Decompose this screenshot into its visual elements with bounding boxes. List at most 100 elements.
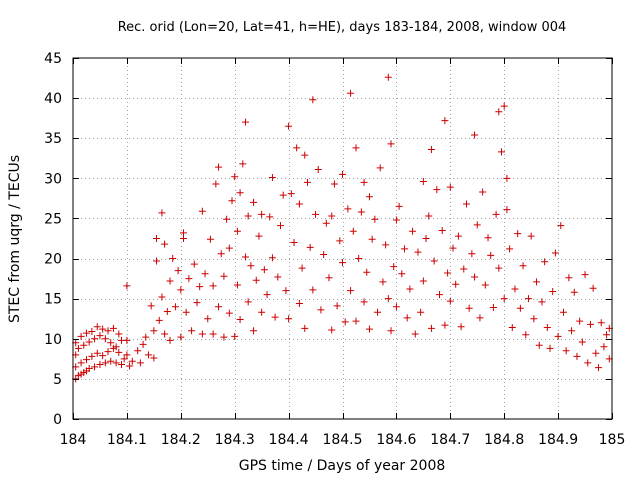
data-point [403, 314, 411, 322]
data-point [317, 306, 325, 314]
data-point [136, 359, 144, 367]
data-point [153, 235, 161, 242]
data-point [188, 327, 196, 335]
data-point [392, 303, 400, 311]
data-point [206, 235, 214, 243]
x-tick-label: 184.2 [161, 432, 201, 448]
data-point [535, 341, 543, 349]
data-point [476, 314, 484, 322]
data-point [522, 331, 530, 339]
data-point [387, 140, 395, 148]
data-points [72, 73, 613, 383]
data-point [298, 264, 306, 272]
data-point [433, 186, 441, 194]
data-point [112, 359, 120, 367]
data-point [139, 340, 147, 348]
x-tick-label: 184.4 [269, 432, 309, 448]
data-point [589, 284, 597, 292]
data-point [457, 323, 465, 331]
data-point [427, 145, 435, 153]
data-point [118, 360, 126, 368]
data-point [161, 240, 169, 248]
data-point [355, 255, 363, 263]
data-point [85, 364, 93, 372]
data-point [287, 190, 295, 198]
data-point [549, 287, 557, 295]
data-point [309, 286, 317, 294]
data-point [179, 229, 187, 237]
data-point [107, 357, 115, 365]
data-point [414, 248, 422, 256]
data-point [285, 122, 293, 130]
data-point [333, 302, 341, 310]
data-point [425, 212, 433, 220]
data-point [511, 285, 519, 293]
data-point [603, 331, 611, 339]
axis-ticks [73, 58, 613, 420]
y-tick-label: 10 [44, 332, 62, 348]
data-point [285, 315, 293, 323]
data-point [500, 295, 508, 303]
x-axis-title: GPS time / Days of year 2008 [239, 458, 446, 474]
data-point [169, 255, 177, 263]
x-tick-label: 184.8 [484, 432, 524, 448]
data-point [314, 166, 322, 174]
data-point [258, 210, 266, 218]
x-tick-label: 185 [599, 432, 626, 448]
y-tick-label: 15 [44, 292, 62, 308]
data-point [438, 226, 446, 234]
data-point [506, 245, 514, 253]
data-point [260, 266, 268, 274]
x-tick-label: 184.7 [430, 432, 470, 448]
data-point [495, 264, 503, 272]
data-point [568, 327, 576, 335]
data-point [498, 148, 506, 156]
y-tick-label: 25 [44, 211, 62, 227]
data-point [123, 282, 131, 290]
data-point [198, 330, 206, 338]
data-point [352, 144, 360, 152]
data-point [166, 336, 174, 344]
data-point [419, 178, 427, 186]
data-point [236, 316, 244, 324]
data-point [514, 230, 522, 238]
data-point [99, 352, 107, 360]
data-point [123, 351, 131, 359]
data-point [301, 151, 309, 159]
data-point [330, 180, 338, 188]
data-point [471, 273, 479, 281]
x-tick-label: 184.1 [107, 432, 147, 448]
data-point [489, 303, 497, 311]
data-point [104, 327, 112, 335]
data-point [217, 250, 225, 258]
data-point [209, 282, 217, 290]
data-point [573, 352, 581, 360]
data-point [153, 257, 161, 265]
data-point [204, 315, 212, 323]
data-point [93, 323, 101, 331]
data-point [158, 293, 166, 301]
y-axis-title: STEC from uqrg / TECUs [7, 155, 23, 323]
data-point [236, 189, 244, 197]
data-point [228, 197, 236, 205]
data-point [250, 198, 258, 206]
data-point [527, 232, 535, 240]
data-point [77, 359, 85, 367]
y-tick-label: 30 [44, 171, 62, 187]
data-point [524, 295, 532, 303]
data-point [363, 268, 371, 276]
data-point [597, 319, 605, 327]
data-point [233, 227, 241, 235]
data-point [384, 73, 392, 81]
y-tick-label: 45 [44, 51, 62, 67]
data-point [225, 244, 233, 252]
data-point [193, 299, 201, 307]
data-point [374, 308, 382, 316]
data-point [570, 288, 578, 296]
data-point [312, 210, 320, 218]
y-tick-label: 40 [44, 91, 62, 107]
data-point [484, 234, 492, 242]
data-point [231, 173, 239, 181]
data-point [282, 287, 290, 295]
data-point [126, 362, 134, 370]
